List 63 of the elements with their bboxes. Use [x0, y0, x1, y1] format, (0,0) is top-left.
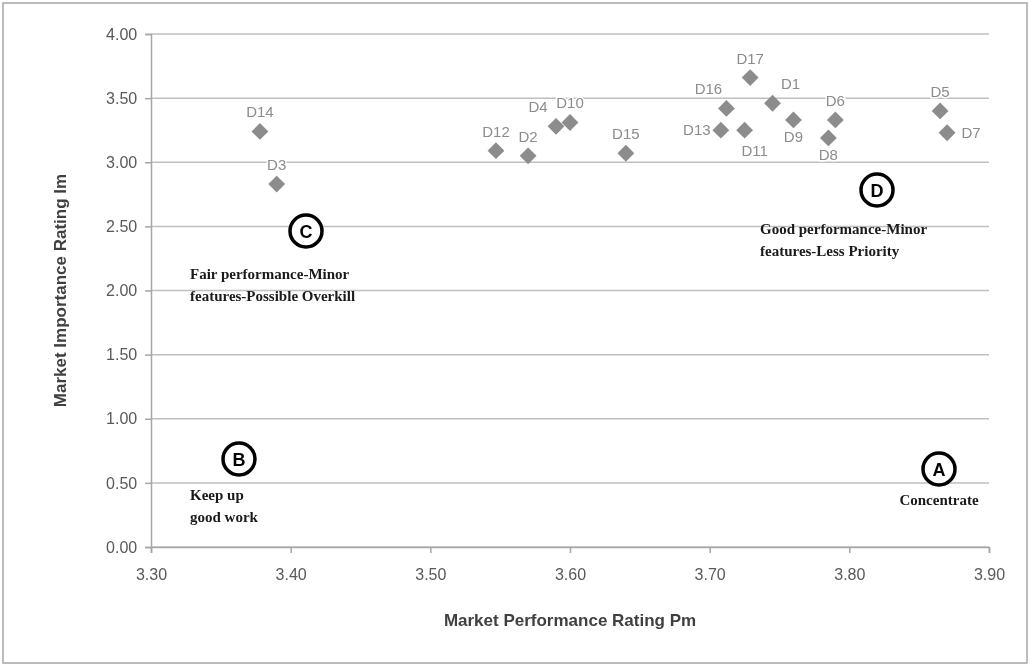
point: [251, 123, 269, 140]
annotation: D: [870, 180, 884, 201]
point: [819, 129, 837, 147]
annotation: B: [232, 449, 246, 470]
x-tick-label: 3.80: [834, 566, 866, 583]
series-label: D4: [528, 98, 548, 116]
series-label: D11: [741, 142, 768, 160]
y-tick-label: 3.00: [106, 153, 138, 171]
point: [938, 124, 956, 142]
circled-letter: B: [221, 441, 257, 477]
y-tick-label: 4.00: [106, 25, 138, 43]
point: [741, 69, 759, 87]
point: [519, 147, 537, 165]
x-tick-label: 3.70: [694, 566, 726, 583]
series-label: D16: [694, 80, 723, 98]
series-label: D5: [930, 82, 950, 100]
annotation: Fair performance-Minor features-Possible Overkill: [190, 266, 356, 304]
x-axis-title: Market Performance Rating Pm: [443, 611, 697, 630]
point: [718, 99, 735, 117]
series-label: D10: [556, 94, 584, 112]
series-label: D12: [482, 122, 510, 140]
y-axis-title: Market Importance Rating Im: [51, 173, 70, 408]
series-label: D9: [783, 127, 804, 145]
series-label: D15: [612, 125, 640, 143]
series-label: D2: [518, 127, 538, 145]
x-tick-label: 3.40: [275, 566, 307, 583]
annotation: Good performance-Minor features-Less Priority: [760, 221, 928, 259]
point: [617, 144, 635, 162]
point: [826, 111, 844, 129]
y-tick-label: 0.50: [106, 474, 138, 492]
point: [785, 111, 802, 129]
y-tick-label: 0.00: [106, 538, 138, 556]
y-tick-label: 1.00: [106, 410, 138, 428]
annotation: C: [299, 221, 313, 242]
y-tick-label: 3.50: [106, 89, 138, 107]
series-label: D7: [961, 123, 981, 141]
point: [268, 175, 286, 193]
y-tick-label: 2.00: [106, 282, 138, 300]
circled-letter: C: [288, 213, 324, 249]
circled-letter: D: [859, 172, 895, 208]
series-label: D8: [818, 145, 838, 163]
point: [931, 102, 949, 120]
y-tick-label: 1.50: [106, 346, 138, 364]
point: [547, 117, 565, 135]
point: [561, 114, 579, 131]
series-label: D1: [780, 75, 801, 93]
annotation: Concentrate: [899, 492, 979, 508]
x-tick-label: 3.30: [135, 566, 168, 583]
annotation: Keep up good work: [190, 487, 259, 525]
point: [712, 121, 730, 139]
x-tick-label: 3.50: [415, 566, 447, 583]
annotation: A: [932, 459, 946, 480]
series-label: D3: [267, 156, 287, 174]
x-tick-label: 3.90: [973, 566, 1006, 583]
circled-letter: A: [921, 451, 957, 487]
series-label: D14: [246, 103, 274, 121]
point: [487, 142, 505, 160]
series-label: D17: [736, 49, 764, 67]
y-tick-label: 2.50: [106, 217, 138, 235]
x-tick-label: 3.60: [554, 566, 587, 583]
point: [736, 121, 753, 139]
point: [764, 94, 781, 112]
series-label: D13: [683, 121, 711, 139]
